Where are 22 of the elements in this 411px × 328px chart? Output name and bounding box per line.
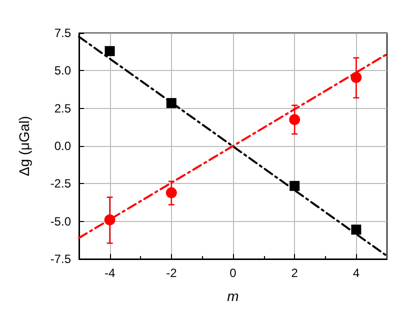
y-tick-label: 7.5	[54, 26, 72, 40]
point	[166, 98, 176, 108]
point	[166, 187, 177, 198]
point	[351, 224, 362, 235]
y-tick-label: -7.5	[50, 252, 72, 266]
y-tick-label: 2.5	[54, 101, 72, 116]
point	[350, 72, 362, 83]
y-tick-label: 0.0	[54, 139, 72, 153]
x-tick-label: -2	[166, 266, 178, 280]
x-tick-label: 0	[230, 266, 237, 280]
x-tick-label: -4	[104, 266, 116, 280]
point	[104, 46, 115, 56]
point	[289, 114, 300, 126]
x-tick-label: 2	[291, 266, 298, 280]
y-tick-label: -2.5	[50, 176, 72, 191]
y-tick-label: -5.0	[50, 214, 72, 228]
y-axis-title: Δg (μGal)	[16, 116, 32, 176]
point	[290, 180, 300, 191]
x-tick-label: 4	[352, 266, 360, 280]
point	[104, 214, 116, 226]
x-axis-title: m	[227, 288, 240, 304]
y-tick-label: 5.0	[54, 64, 72, 78]
